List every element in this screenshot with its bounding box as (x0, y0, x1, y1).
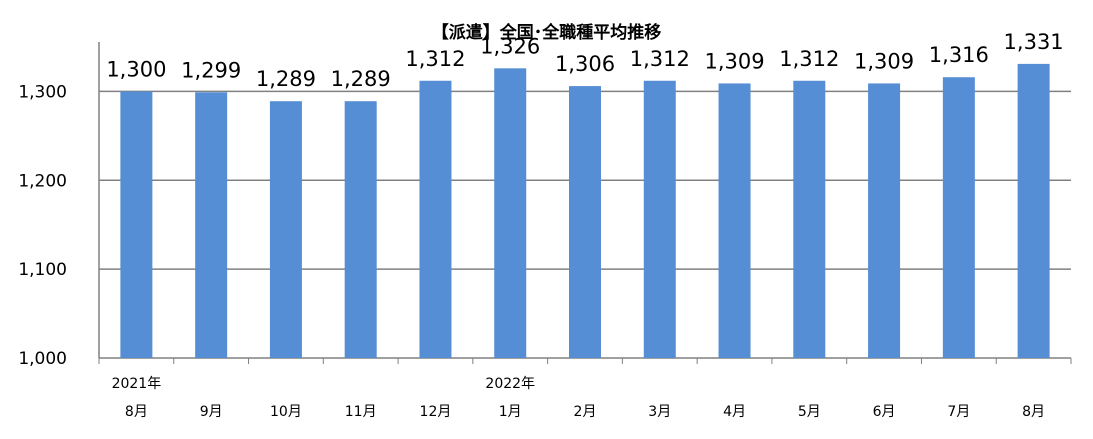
data-label: 1,289 (256, 67, 316, 91)
bar (344, 101, 377, 359)
x-tick-label: 9月 (200, 404, 223, 420)
x-year-label: 2022年 (485, 376, 535, 392)
bar (269, 101, 302, 359)
data-label: 1,300 (106, 57, 166, 81)
bar (868, 83, 901, 358)
x-tick-label: 8月 (1022, 404, 1045, 420)
data-label: 1,309 (854, 49, 914, 73)
x-tick-label: 2月 (574, 404, 597, 420)
data-label: 1,316 (929, 43, 989, 67)
data-label: 1,299 (181, 58, 241, 82)
x-tick-label: 11月 (345, 404, 377, 420)
x-tick-label: 8月 (125, 404, 148, 420)
y-tick-label: 1,100 (18, 260, 67, 280)
data-label: 1,331 (1004, 30, 1064, 54)
x-tick-label: 5月 (798, 404, 821, 420)
bar (569, 86, 601, 359)
bar (494, 68, 527, 358)
data-label: 1,306 (555, 52, 615, 76)
data-label: 1,312 (630, 47, 690, 71)
x-tick-label: 4月 (723, 404, 746, 420)
chart-title: 【派遣】全国･全職種平均推移 (431, 23, 662, 43)
bar (1017, 63, 1050, 358)
y-tick-label: 1,200 (18, 171, 67, 191)
x-tick-label: 1月 (499, 404, 522, 420)
x-tick-label: 12月 (420, 404, 452, 420)
data-label: 1,309 (704, 49, 764, 73)
data-label: 1,289 (331, 67, 391, 91)
x-tick-label: 3月 (648, 404, 671, 420)
data-label: 1,312 (405, 47, 465, 71)
bar (419, 80, 452, 358)
bar (120, 91, 153, 358)
bar (195, 92, 228, 359)
x-tick-label: 10月 (270, 404, 302, 420)
x-tick-label: 6月 (873, 404, 896, 420)
bar (718, 83, 751, 358)
bar (643, 80, 676, 358)
bar-layer (120, 63, 1050, 359)
x-year-label: 2021年 (112, 376, 162, 392)
y-tick-label: 1,300 (18, 82, 67, 102)
bar (793, 80, 826, 358)
data-label: 1,326 (480, 34, 540, 58)
x-tick-label: 7月 (947, 404, 970, 420)
label-layer: 1,000 1,100 1,200 1,300 1,300 8月 1,299 9月 1,289 1… (18, 30, 1063, 420)
y-tick-label: 1,000 (18, 349, 67, 369)
data-label: 1,312 (779, 47, 839, 71)
bar (942, 77, 975, 358)
